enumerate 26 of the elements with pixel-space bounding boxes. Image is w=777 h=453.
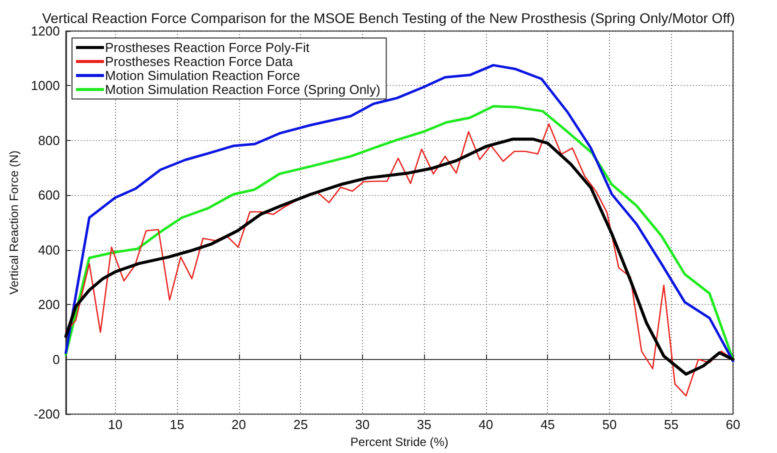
y-tick-label: -200 xyxy=(34,406,60,422)
x-tick-label: 10 xyxy=(108,417,122,432)
x-tick-label: 40 xyxy=(478,417,494,432)
y-tick-label: 400 xyxy=(38,242,60,258)
y-tick-label: 800 xyxy=(38,132,60,148)
x-tick-label: 25 xyxy=(293,417,308,432)
legend-label: Prostheses Reaction Force Data xyxy=(105,54,294,69)
y-axis-title: Vertical Reaction Force (N) xyxy=(7,150,21,295)
chart-title: Vertical Reaction Force Comparison for the MSOE Bench Testing of the New Prosthesis (Spring Only/Motor Off) xyxy=(42,10,735,26)
legend-label: Motion Simulation Reaction Force xyxy=(105,68,300,83)
y-tick-label: 600 xyxy=(38,188,60,203)
x-tick-label: 35 xyxy=(416,417,432,432)
x-tick-label: 60 xyxy=(726,417,740,432)
y-tick-label: 1000 xyxy=(30,78,60,94)
legend-label: Prostheses Reaction Force Poly-Fit xyxy=(105,40,310,55)
y-tick-label: 200 xyxy=(38,297,60,312)
x-tick-label: 50 xyxy=(602,417,617,432)
x-tick-label: 30 xyxy=(355,417,370,432)
y-tick-label: 0 xyxy=(52,352,60,367)
y-tick-label: 1200 xyxy=(30,24,60,38)
x-tick-label: 55 xyxy=(664,417,678,432)
legend-label: Motion Simulation Reaction Force (Spring Only) xyxy=(105,82,380,97)
x-axis-title: Percent Stride (%) xyxy=(350,435,448,449)
x-tick-label: 45 xyxy=(540,417,555,432)
x-tick-label: 20 xyxy=(232,417,246,432)
x-tick-label: 15 xyxy=(170,417,184,432)
